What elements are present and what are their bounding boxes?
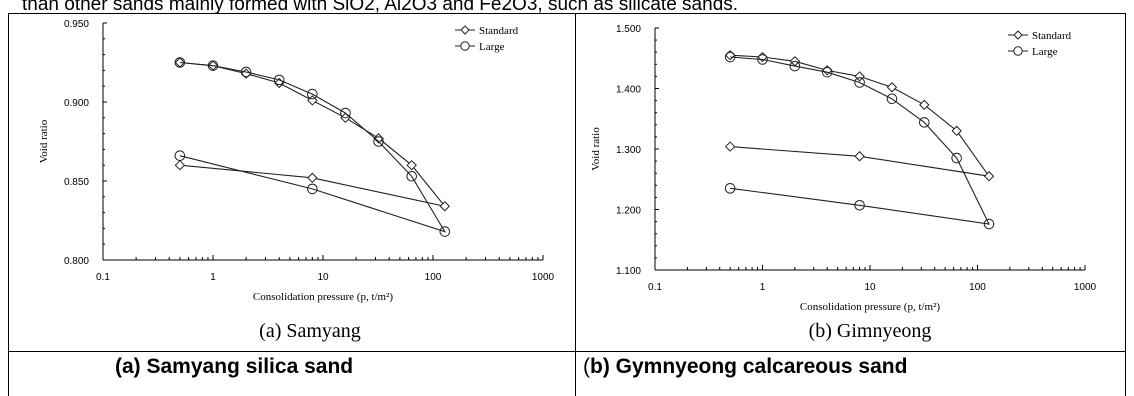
data-point-circle — [951, 152, 962, 164]
chart-panel-gimnyeong: 1.100 1.200 1.300 1.400 1.500 0.1 1 10 100 1000 Co… — [576, 13, 1125, 353]
figure-caption-b-paren: ( — [583, 355, 590, 378]
y-tick-label: 0.800 — [64, 256, 89, 267]
x-tick-label: 0.1 — [96, 272, 110, 283]
data-point-circle — [439, 226, 451, 237]
table-middle-border — [575, 13, 576, 396]
x-axis-title: Consolidation pressure (p, t/m²) — [800, 301, 941, 313]
series-line-large — [179, 61, 447, 233]
chart-samyang: 0.800 0.850 0.900 0.950 0.1 1 10 100 1000 Consoli… — [38, 19, 555, 303]
data-point-circle — [854, 77, 865, 88]
data-point-circle — [240, 66, 252, 78]
data-point-diamond — [854, 71, 865, 82]
data-point-circle — [340, 107, 351, 119]
figure-caption-a: (a) Samyang silica sand — [115, 355, 354, 378]
legend-label: Large — [479, 41, 505, 53]
x-tick-label: 1000 — [1074, 282, 1097, 293]
y-tick-label: 0.950 — [64, 19, 89, 30]
data-point-circle — [307, 183, 318, 195]
data-point-diamond — [174, 159, 186, 171]
legend-marker-diamond — [1013, 30, 1023, 40]
legend-marker-circle — [1013, 46, 1023, 56]
data-point-circle — [724, 51, 736, 63]
y-tick-label: 1.300 — [616, 145, 641, 156]
data-point-circle — [854, 199, 865, 211]
data-point-circle — [307, 88, 318, 100]
x-tick-label: 0.1 — [648, 282, 662, 293]
y-axis-title: Void ratio — [590, 127, 602, 171]
data-point-diamond — [373, 133, 384, 144]
y-tick-label: 1.500 — [616, 24, 641, 35]
table-top-border — [8, 13, 1126, 14]
figure-caption-b: (b) Gymnyeong calcareous sand — [583, 355, 907, 379]
data-point-circle — [983, 218, 995, 230]
data-point-circle — [273, 74, 285, 86]
x-axis-title: Consolidation pressure (p, t/m²) — [253, 291, 394, 303]
data-point-circle — [919, 117, 930, 128]
data-point-circle — [406, 170, 417, 182]
x-tick-label: 100 — [969, 282, 986, 293]
data-point-diamond — [406, 159, 417, 171]
legend-label: Standard — [479, 25, 519, 37]
data-point-diamond — [439, 201, 451, 212]
series-large — [724, 51, 995, 230]
data-point-circle — [207, 60, 219, 71]
x-tick-label: 1 — [210, 272, 216, 283]
y-tick-label: 1.200 — [616, 206, 641, 217]
data-point-circle — [886, 93, 898, 105]
data-point-circle — [757, 54, 768, 65]
series-standard — [174, 57, 451, 212]
data-point-diamond — [724, 141, 736, 152]
data-point-circle — [373, 136, 384, 147]
data-point-diamond — [983, 171, 995, 182]
series-line-standard — [179, 61, 447, 208]
chart-gimnyeong: 1.100 1.200 1.300 1.400 1.500 0.1 1 10 100 1000 Co… — [590, 24, 1097, 313]
body-text-line: than other sands mainly formed with SiO2… — [22, 0, 739, 15]
legend-marker-diamond — [460, 25, 470, 35]
x-tick-label: 1 — [760, 282, 766, 293]
data-point-circle — [174, 57, 186, 68]
chart-caption-gimnyeong: (b) Gimnyeong — [808, 320, 932, 342]
y-tick-label: 1.100 — [616, 266, 641, 277]
x-tick-label: 100 — [425, 272, 442, 283]
data-point-circle — [724, 183, 736, 194]
series-large — [174, 57, 451, 237]
data-point-circle — [789, 60, 801, 72]
data-point-diamond — [886, 82, 898, 93]
data-point-circle — [174, 150, 186, 162]
y-tick-label: 0.850 — [64, 177, 89, 188]
data-point-diamond — [854, 151, 865, 162]
figure-caption-b-text: b) Gymnyeong calcareous sand — [590, 355, 908, 378]
data-point-diamond — [307, 172, 318, 184]
x-tick-label: 10 — [864, 282, 876, 293]
legend-marker-circle — [460, 41, 470, 51]
series-line-large — [730, 56, 990, 225]
data-point-diamond — [951, 125, 962, 137]
table-right-border — [1125, 13, 1126, 396]
chart-caption-samyang: (a) Samyang — [259, 320, 361, 342]
data-point-diamond — [919, 99, 930, 111]
legend-label: Large — [1032, 46, 1058, 58]
x-tick-label: 1000 — [532, 272, 555, 283]
data-point-circle — [821, 66, 833, 78]
y-tick-label: 1.400 — [616, 85, 641, 96]
table-left-border — [8, 13, 9, 396]
table-row-divider — [8, 351, 1126, 352]
x-tick-label: 10 — [317, 272, 329, 283]
chart-panel-samyang: 0.800 0.850 0.900 0.950 0.1 1 10 100 1000 Consoli… — [8, 13, 575, 353]
y-tick-label: 0.900 — [64, 98, 89, 109]
legend-label: Standard — [1032, 30, 1072, 42]
y-axis-title: Void ratio — [38, 119, 50, 163]
